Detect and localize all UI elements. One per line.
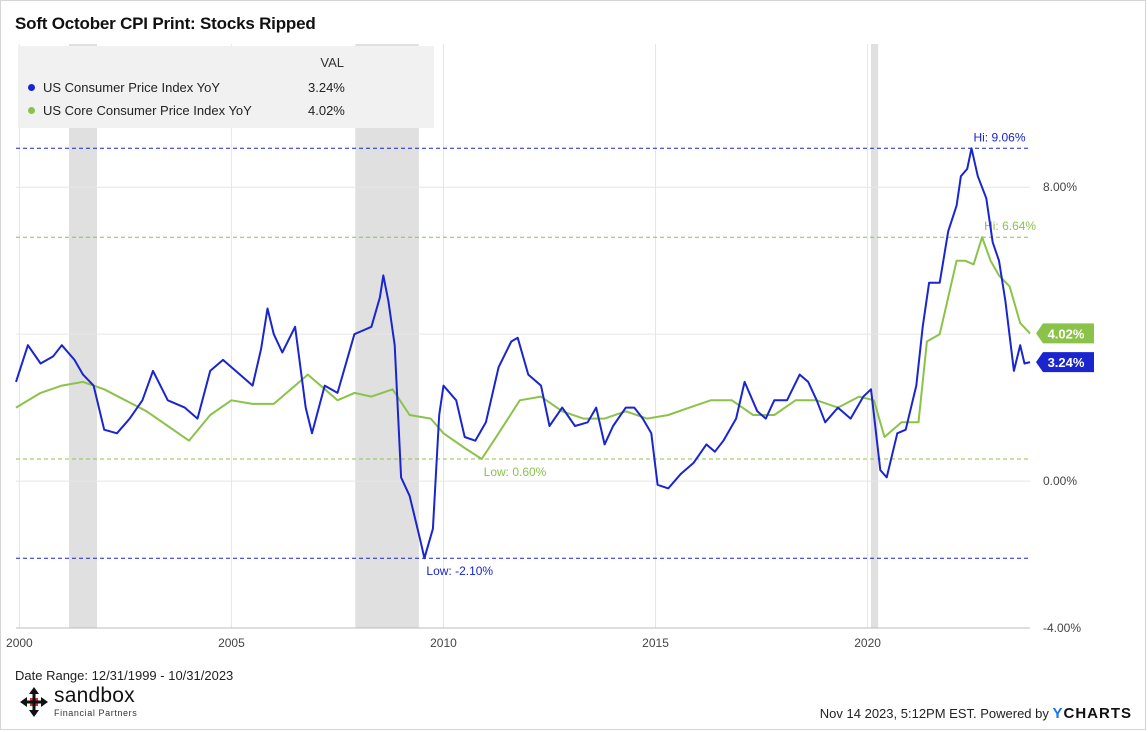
series-line-core-cpi — [15, 236, 1031, 460]
value-tag-label-core-cpi: 4.02% — [1048, 326, 1085, 341]
compass-icon — [20, 687, 48, 717]
series-lines — [15, 147, 1031, 560]
chart-title: Soft October CPI Print: Stocks Ripped — [15, 14, 316, 33]
credit-line: Nov 14 2023, 5:12PM EST. Powered by YCHA… — [820, 705, 1132, 722]
recession-bands — [69, 44, 879, 628]
legend-item-core-cpi[interactable]: US Core Consumer Price Index YoY 4.02% — [28, 103, 345, 118]
value-tags: 3.24% 4.02% — [1036, 323, 1094, 373]
legend-dot-cpi — [28, 84, 35, 91]
ycharts-logo-text: CHARTS — [1063, 705, 1132, 722]
credit-text: Nov 14 2023, 5:12PM EST. Powered by — [819, 706, 1053, 721]
legend-dot-core-cpi — [28, 107, 35, 114]
value-tag-core-cpi — [1036, 323, 1094, 344]
recession-band-0 — [69, 44, 98, 628]
legend: VAL US Consumer Price Index YoY 3.24% US… — [18, 46, 434, 128]
y-tick-label: 8.00% — [1043, 180, 1077, 194]
legend-label-cpi: US Consumer Price Index YoY — [43, 80, 221, 95]
legend-header: VAL — [320, 55, 344, 70]
reference-label-2: Low: 0.60% — [484, 465, 547, 479]
x-tick-label: 2020 — [854, 636, 881, 650]
recession-band-2 — [870, 44, 879, 628]
reference-lines: Hi: 9.06% Hi: 6.64% Low: 0.60% Low: -2.10% — [16, 130, 1036, 578]
date-range: Date Range: 12/31/1999 - 10/31/2023 — [15, 668, 234, 683]
x-tick-label: 2005 — [218, 636, 245, 650]
y-tick-label: 0.00% — [1043, 474, 1077, 488]
ycharts-logo-y: Y — [1052, 705, 1064, 722]
x-tick-label: 2015 — [642, 636, 669, 650]
reference-label-1: Hi: 6.64% — [984, 219, 1036, 233]
brand-name: sandbox — [54, 684, 135, 707]
brand-subtitle: Financial Partners — [54, 708, 138, 718]
series-line-cpi — [15, 147, 1031, 560]
reference-label-3: Low: -2.10% — [426, 564, 493, 578]
reference-label-0: Hi: 9.06% — [973, 130, 1025, 144]
ycharts-logo[interactable]: YCHARTS — [1052, 705, 1132, 722]
legend-item-cpi[interactable]: US Consumer Price Index YoY 3.24% — [28, 80, 345, 95]
x-tick-label: 2010 — [430, 636, 457, 650]
sandbox-logo: sandbox Financial Partners — [20, 684, 180, 722]
value-tag-cpi — [1036, 352, 1094, 373]
legend-value-core-cpi: 4.02% — [308, 103, 345, 118]
recession-band-1 — [355, 44, 419, 628]
x-tick-label: 2000 — [6, 636, 33, 650]
y-tick-label: -4.00% — [1043, 621, 1081, 635]
legend-label-core-cpi: US Core Consumer Price Index YoY — [43, 103, 252, 118]
legend-value-cpi: 3.24% — [308, 80, 345, 95]
value-tag-label-cpi: 3.24% — [1048, 355, 1085, 370]
